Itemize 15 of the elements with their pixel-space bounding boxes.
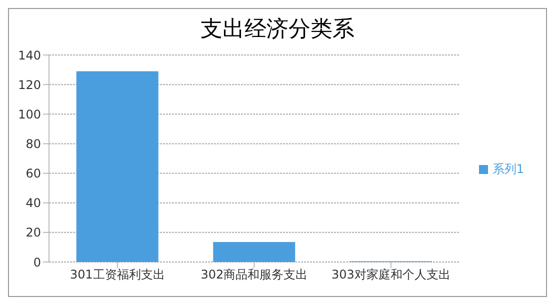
x-tick-label: 303对家庭和个人支出 [332,268,450,282]
y-tick-label: 120 [18,78,41,92]
y-tick-label: 0 [33,255,41,270]
y-tick-label: 20 [26,226,41,240]
x-tick-label: 302商品和服务支出 [200,268,308,282]
y-tick-label: 80 [26,136,41,151]
y-tick-label: 140 [18,48,41,62]
x-tick-label: 301工资福利支出 [70,268,165,282]
bar [76,71,158,262]
chart-title: 支出经济分类系 [200,16,356,44]
y-tick-label: 40 [26,196,41,210]
bar [213,242,296,262]
legend-label: 系列1 [492,162,524,176]
y-tick-label: 100 [18,107,41,122]
y-tick-label: 60 [26,166,41,181]
